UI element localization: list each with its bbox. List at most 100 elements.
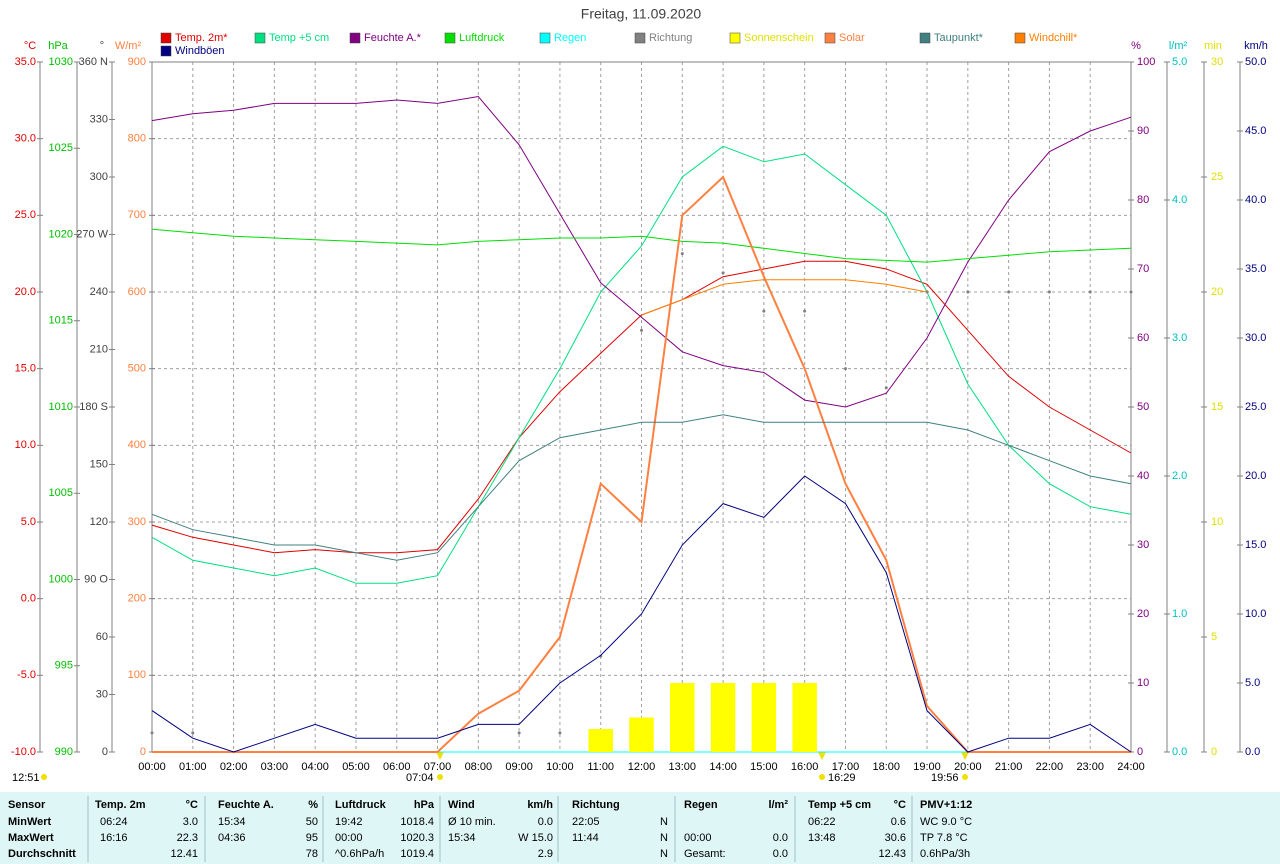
y-tick-label: 5.0 xyxy=(21,516,36,528)
x-tick-label: 14:00 xyxy=(709,761,737,773)
y-tick-label: 800 xyxy=(128,133,146,145)
legend-label: Richtung xyxy=(649,32,692,44)
sunshine-bar xyxy=(792,683,817,752)
series-line xyxy=(151,95,1132,408)
y-tick-label: 700 xyxy=(128,209,146,221)
table-cell: 12.41 xyxy=(170,848,198,860)
y-tick-label: 40 xyxy=(1137,470,1149,482)
legend-label: Temp. 2m* xyxy=(175,32,228,44)
y-tick-label: 300 xyxy=(90,171,108,183)
table-header: °C xyxy=(186,799,198,811)
y-tick-label: 20 xyxy=(1211,286,1223,298)
x-tick-label: 10:00 xyxy=(546,761,574,773)
x-tick-label: 09:00 xyxy=(505,761,533,773)
table-cell: 22.3 xyxy=(177,832,198,844)
axis-unit: °C xyxy=(24,40,36,52)
direction-dot xyxy=(640,328,643,332)
table-cell: 15:34 xyxy=(218,816,246,828)
y-tick-label: 20.0 xyxy=(1245,470,1266,482)
y-tick-label: 150 xyxy=(90,458,108,470)
x-tick-label: 24:00 xyxy=(1117,761,1145,773)
y-tick-label: 120 xyxy=(90,516,108,528)
y-tick-label: 600 xyxy=(128,286,146,298)
direction-dot xyxy=(843,367,847,371)
table-cell: 95 xyxy=(306,832,318,844)
x-tick-label: 05:00 xyxy=(342,761,370,773)
y-tick-label: 1030 xyxy=(49,56,73,68)
y-tick-label: 35.0 xyxy=(15,56,36,68)
table-cell: 1018.4 xyxy=(400,816,434,828)
direction-dot xyxy=(558,731,562,735)
x-tick-label: 17:00 xyxy=(832,761,860,773)
direction-dot xyxy=(803,309,807,313)
table-cell: 30.6 xyxy=(885,832,906,844)
y-tick-label: 330 xyxy=(90,113,108,125)
y-tick-label: 10.0 xyxy=(15,439,36,451)
y-tick-label: 20.0 xyxy=(15,286,36,298)
marker xyxy=(961,752,969,760)
y-tick-label: 180 S xyxy=(79,401,108,413)
legend-swatch xyxy=(729,32,741,44)
table-cell: 13:48 xyxy=(808,832,836,844)
y-tick-label: 90 xyxy=(1137,125,1149,137)
table-cell: 0.6 xyxy=(891,816,906,828)
x-tick-label: 12:00 xyxy=(628,761,656,773)
y-tick-label: 30 xyxy=(96,688,108,700)
y-tick-label: 0 xyxy=(1211,746,1217,758)
annotation: 19:56 xyxy=(931,772,959,784)
legend-label: Temp +5 cm xyxy=(269,32,329,44)
series-line xyxy=(151,145,1132,584)
legend-label: Windchill* xyxy=(1029,32,1078,44)
y-tick-label: 60 xyxy=(96,631,108,643)
y-tick-label: 1000 xyxy=(49,573,73,585)
axis-unit: W/m² xyxy=(115,40,142,52)
y-tick-label: 100 xyxy=(1137,56,1155,68)
y-tick-label: 240 xyxy=(90,286,108,298)
y-tick-label: 70 xyxy=(1137,263,1149,275)
table-cell: Gesamt: xyxy=(684,848,726,860)
y-tick-label: 0 xyxy=(1137,746,1143,758)
direction-dot xyxy=(966,290,970,294)
stats-panel xyxy=(0,792,1280,864)
y-tick-label: 5 xyxy=(1211,631,1217,643)
y-tick-label: 1005 xyxy=(49,487,73,499)
series-line xyxy=(151,228,1132,263)
x-tick-label: 18:00 xyxy=(872,761,900,773)
direction-dot xyxy=(517,731,521,735)
y-tick-label: 0.0 xyxy=(1172,746,1187,758)
y-tick-label: 1020 xyxy=(49,228,73,240)
marker xyxy=(436,752,444,760)
legend-label: Windböen xyxy=(175,45,225,57)
table-header: Regen xyxy=(684,799,718,811)
x-tick-label: 01:00 xyxy=(179,761,207,773)
table-cell: 15:34 xyxy=(448,832,476,844)
direction-dot xyxy=(762,309,766,313)
table-cell: 11:44 xyxy=(572,832,599,844)
table-header: km/h xyxy=(527,799,553,811)
y-tick-label: 400 xyxy=(128,439,146,451)
direction-dot xyxy=(1047,290,1051,294)
legend-swatch xyxy=(349,32,361,44)
y-tick-label: 10.0 xyxy=(1245,608,1266,620)
annotation: 12:51 xyxy=(12,772,40,784)
x-tick-label: 08:00 xyxy=(465,761,493,773)
y-tick-label: 45.0 xyxy=(1245,125,1266,137)
table-cell: W 15.0 xyxy=(518,832,553,844)
y-tick-label: 0 xyxy=(140,746,146,758)
y-tick-label: 100 xyxy=(128,669,146,681)
sunshine-bar xyxy=(670,683,695,752)
table-cell: 16:16 xyxy=(100,832,128,844)
x-tick-label: 07:00 xyxy=(424,761,452,773)
direction-dot xyxy=(925,290,929,294)
table-header: % xyxy=(308,799,318,811)
y-tick-label: 35.0 xyxy=(1245,263,1266,275)
table-cell: N xyxy=(660,816,668,828)
y-tick-label: 15 xyxy=(1211,401,1223,413)
y-tick-label: 1025 xyxy=(49,142,73,154)
table-header: Sensor xyxy=(8,799,46,811)
table-cell: 78 xyxy=(306,848,318,860)
annotation-icon xyxy=(437,774,443,780)
direction-dot xyxy=(721,271,725,275)
